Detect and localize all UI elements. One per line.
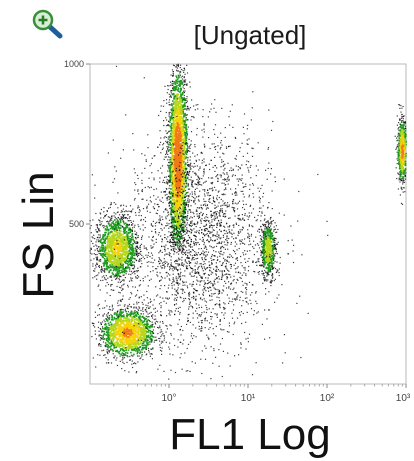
population-3 [91,286,190,374]
y-tick-label-2: 1000 [64,59,84,69]
magnifier-plus-icon [32,9,63,39]
population-5 [394,104,407,205]
x-tick-label-2: 10¹ [241,393,256,404]
x-tick-label-3: 10² [320,393,335,404]
events-layer [89,63,407,380]
population-4 [257,205,279,293]
zoom-icon[interactable] [28,6,68,40]
chart-title: [Ungated] [193,20,307,50]
ticks-layer: 10° 10¹ 10² 10³ 500 1000 [64,59,411,404]
population-6 [90,65,329,380]
population-2 [89,184,152,302]
x-axis-label: FL1 Log [169,410,331,459]
x-tick-label-1: 10° [161,393,176,404]
y-tick-label-1: 500 [69,219,84,229]
x-tick-label-4: 10³ [396,393,411,404]
